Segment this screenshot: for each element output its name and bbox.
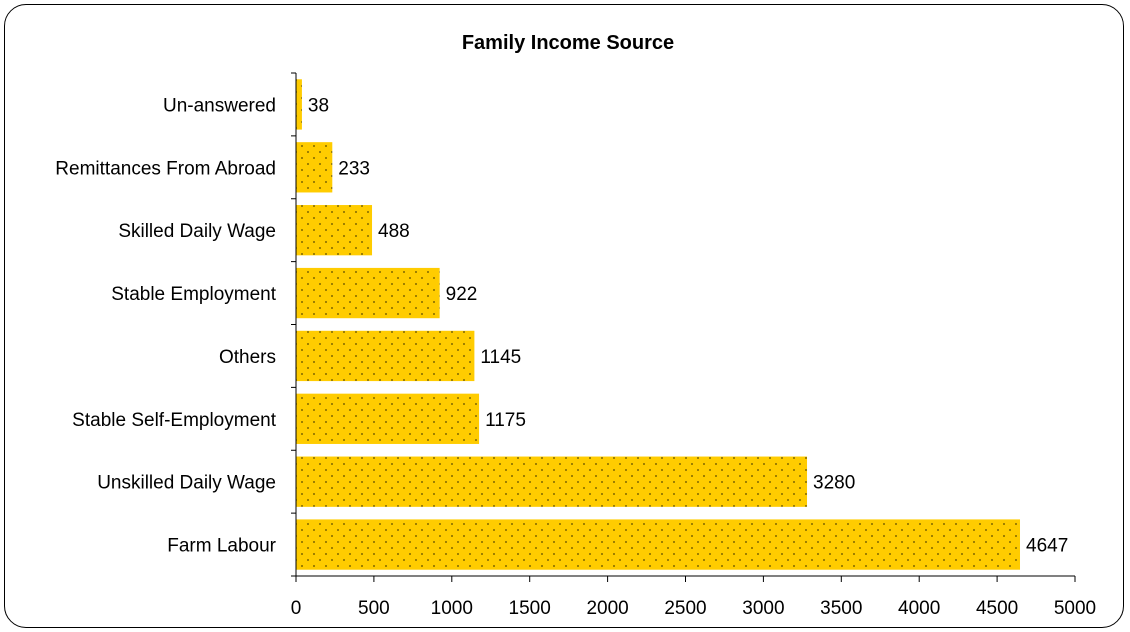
bar-un-answered [296, 79, 302, 130]
category-label-unskilled-daily-wage: Unskilled Daily Wage [97, 473, 276, 494]
bar-unskilled-daily-wage [296, 456, 808, 507]
category-label-others: Others [219, 347, 276, 368]
x-tick-label: 4000 [898, 598, 940, 619]
x-tick-label: 2500 [664, 598, 706, 619]
x-tick-label: 3500 [820, 598, 862, 619]
x-tick-label: 4500 [976, 598, 1018, 619]
data-label-stable-self-employment: 1175 [485, 410, 526, 431]
data-label-unskilled-daily-wage: 3280 [813, 473, 855, 494]
x-tick-label: 1500 [509, 598, 551, 619]
bar-skilled-daily-wage [296, 205, 373, 256]
category-label-remittances-from-abroad: Remittances From Abroad [55, 158, 276, 179]
bar-others [296, 330, 475, 382]
bar-farm-labour [296, 519, 1021, 570]
category-label-farm-labour: Farm Labour [167, 536, 276, 557]
x-tick-label: 1000 [431, 598, 473, 619]
category-label-stable-employment: Stable Employment [111, 284, 276, 305]
bars-layer: 38 233 488 922 1145 1175 3280 4647 [296, 79, 1068, 570]
x-tick-label: 500 [358, 598, 390, 619]
bar-stable-self-employment [296, 393, 480, 444]
category-label-un-answered: Un-answered [163, 95, 276, 116]
axis-layer: Un-answered Remittances From Abroad Skille… [55, 72, 1096, 619]
x-tick-label: 0 [291, 598, 302, 619]
data-label-stable-employment: 922 [446, 284, 478, 305]
x-tick-label: 5000 [1054, 598, 1096, 619]
x-tick-label: 3000 [742, 598, 784, 619]
data-label-un-answered: 38 [308, 95, 329, 116]
chart-title: Family Income Source [462, 32, 674, 54]
data-label-remittances-from-abroad: 233 [338, 158, 370, 179]
category-label-stable-self-employment: Stable Self-Employment [72, 410, 277, 431]
data-label-others: 1145 [480, 347, 521, 368]
x-tick-label: 2000 [586, 598, 628, 619]
bar-remittances-from-abroad [296, 142, 333, 193]
data-label-skilled-daily-wage: 488 [378, 221, 410, 242]
bar-stable-employment [296, 267, 440, 319]
data-label-farm-labour: 4647 [1026, 536, 1068, 557]
category-label-skilled-daily-wage: Skilled Daily Wage [118, 221, 276, 242]
